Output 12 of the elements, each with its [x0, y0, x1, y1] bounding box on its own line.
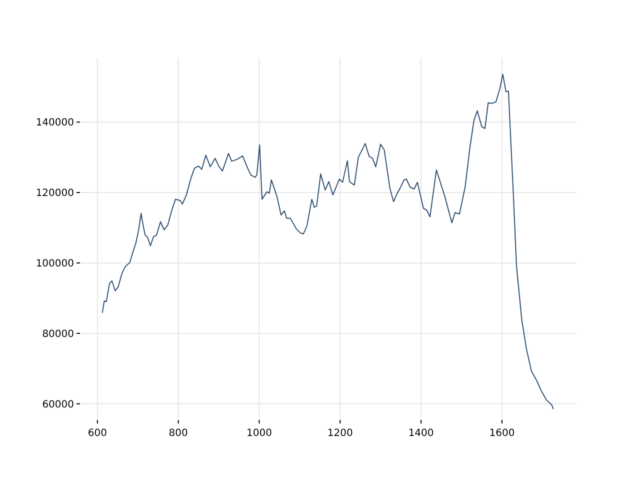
y-tick-label: 80000 — [42, 328, 74, 340]
x-tick-label: 600 — [88, 428, 107, 439]
line-series — [102, 74, 554, 410]
y-tick-label: 120000 — [36, 188, 74, 200]
x-tick-label: 800 — [168, 428, 188, 439]
x-tick-label: 1200 — [327, 428, 353, 439]
y-tick-label: 60000 — [42, 399, 74, 410]
x-tick-label: 1600 — [489, 428, 515, 439]
x-tick-label: 1000 — [246, 428, 272, 439]
y-tick-label: 100000 — [36, 258, 74, 270]
x-tick-label: 1400 — [408, 428, 434, 439]
y-tick-label: 140000 — [36, 118, 74, 129]
